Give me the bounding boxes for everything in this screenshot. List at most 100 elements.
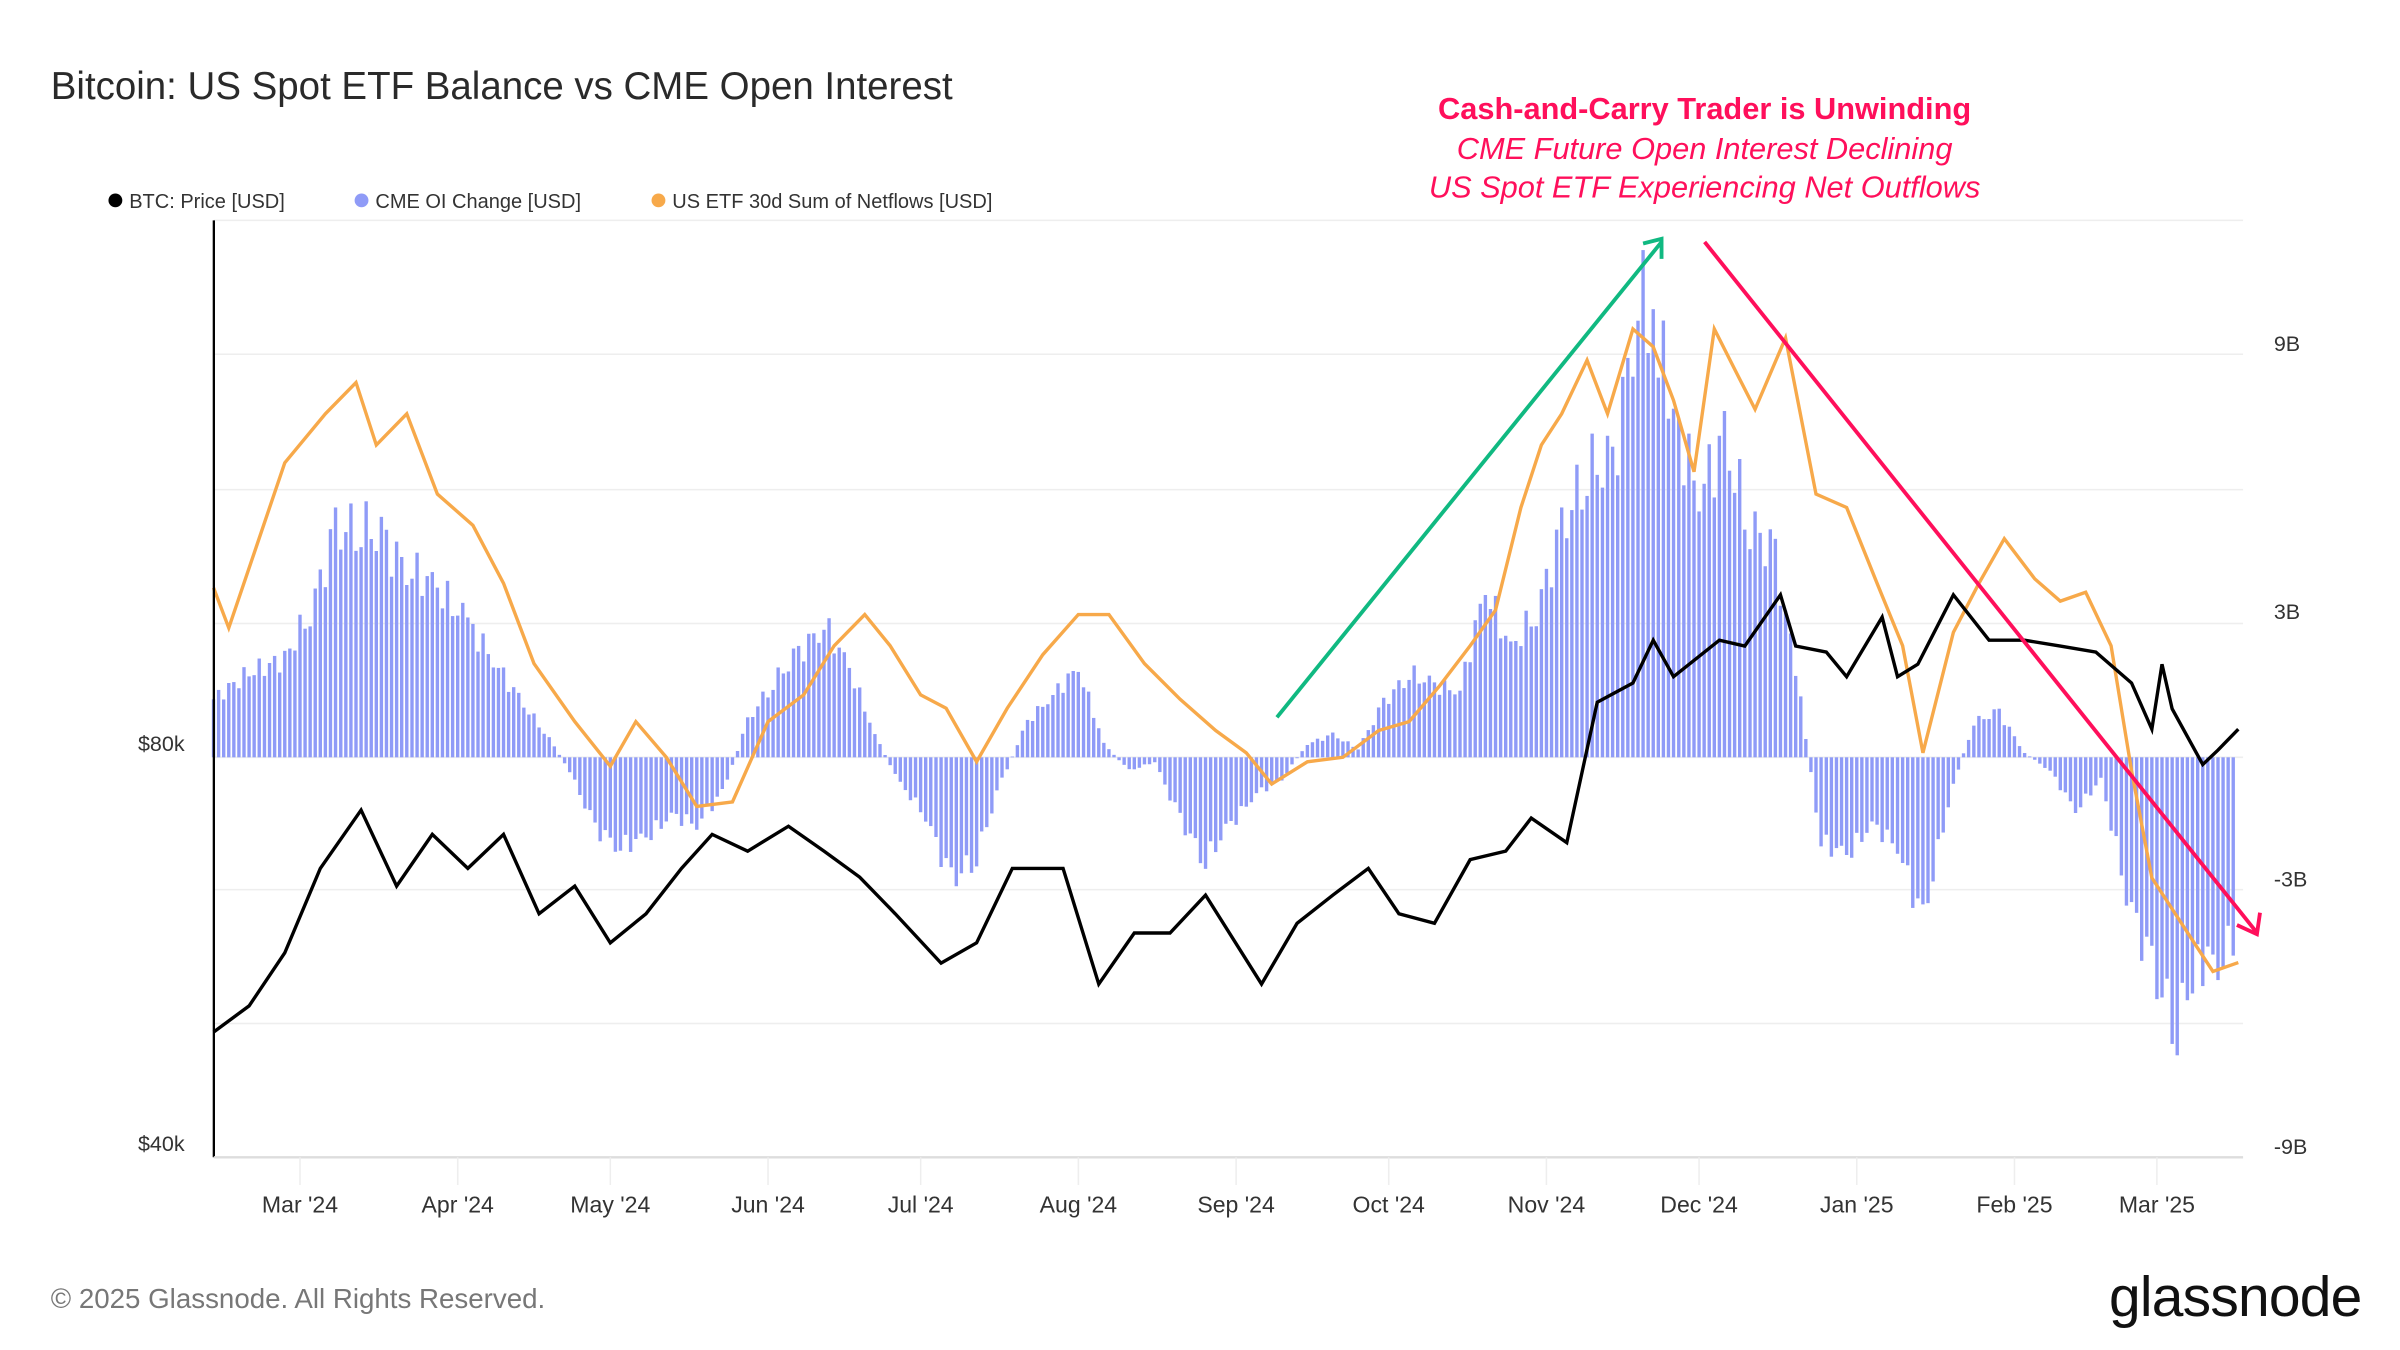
cme-oi-bar [1814, 757, 1818, 813]
cme-oi-bar [1539, 589, 1544, 758]
legend-item-price[interactable]: BTC: Price [USD] [108, 191, 285, 213]
cme-oi-bar [1005, 757, 1009, 770]
cme-oi-bar [1422, 682, 1426, 758]
cme-oi-bar [1870, 757, 1874, 822]
right-tick-label: 9B [2274, 332, 2300, 356]
cme-oi-bar [1666, 418, 1671, 758]
cme-oi-bar [837, 647, 841, 758]
cme-oi-bar [293, 650, 297, 758]
legend-item-etf-netflows[interactable]: US ETF 30d Sum of Netflows [USD] [651, 191, 993, 213]
cme-oi-bar [1086, 691, 1091, 758]
x-tick-label: Jul '24 [888, 1192, 954, 1218]
cme-oi-bar [1249, 757, 1254, 803]
right-tick-label: -9B [2274, 1135, 2307, 1159]
right-tick-label: 3B [2274, 600, 2300, 624]
cme-oi-bar [649, 757, 653, 841]
cme-oi-bar [1707, 444, 1711, 758]
cme-oi-bar [2150, 757, 2154, 946]
cme-oi-bar [842, 652, 847, 758]
cme-oi-bar [511, 687, 516, 758]
cme-oi-bar [1850, 757, 1854, 858]
cme-oi-bar [980, 757, 984, 832]
cme-oi-bar [2033, 757, 2037, 760]
cme-oi-bar [618, 757, 623, 851]
cme-oi-bar [2221, 757, 2225, 969]
cme-oi-bar [1346, 741, 1350, 758]
cme-oi-bar [573, 757, 577, 780]
cme-oi-bar [964, 757, 969, 856]
cme-oi-bar [2068, 757, 2073, 802]
cme-oi-bar [1239, 757, 1243, 807]
cme-oi-bar [695, 757, 699, 830]
cme-oi-bar [1320, 740, 1325, 758]
cme-oi-bar [1977, 715, 1981, 758]
cme-oi-bar [802, 661, 806, 758]
cme-oi-bar [2048, 757, 2052, 771]
cme-oi-bar [1071, 671, 1075, 758]
cme-oi-bar [1153, 757, 1157, 763]
cme-oi-bar [1025, 719, 1030, 758]
cme-oi-bar [1946, 757, 1950, 808]
cme-oi-bar [730, 757, 735, 765]
cme-oi-bar [1809, 757, 1813, 773]
etf-netflows-line [211, 323, 2239, 974]
cme-oi-bar [603, 757, 607, 831]
cme-oi-bar [1936, 757, 1940, 840]
cme-oi-bar [2185, 757, 2190, 1001]
svg-text:CME OI Change [USD]: CME OI Change [USD] [375, 191, 581, 213]
cme-oi-bar [1315, 738, 1320, 758]
cme-oi-bar [985, 757, 989, 828]
cme-oi-bar [318, 569, 322, 758]
cme-oi-bar [2109, 757, 2113, 831]
cme-oi-bar [1468, 662, 1472, 758]
cme-oi-bar [1941, 757, 1945, 833]
cme-oi-bar [1605, 435, 1610, 758]
x-tick-label: Nov '24 [1508, 1192, 1586, 1218]
cme-oi-bar [1224, 757, 1228, 824]
cme-oi-bar [339, 549, 343, 758]
cme-oi-bar [2211, 757, 2215, 955]
cme-oi-bar [1448, 690, 1452, 758]
cme-oi-bar [496, 667, 501, 758]
cme-oi-bar [1046, 704, 1050, 758]
cme-oi-bar [1229, 757, 1233, 822]
cme-oi-bar [929, 757, 933, 827]
cme-oi-bar [720, 757, 724, 789]
cme-oi-bar [954, 757, 958, 887]
cme-oi-bar [2216, 757, 2220, 981]
cme-oi-bar [557, 754, 562, 758]
cme-oi-bar [1636, 320, 1640, 758]
cme-oi-bar [2084, 757, 2088, 794]
cme-oi-bar [1677, 418, 1681, 758]
cme-oi-bar [1275, 757, 1279, 782]
cme-oi-bar [812, 633, 816, 758]
cme-oi-bar [1493, 595, 1498, 758]
cme-oi-bar [1824, 757, 1828, 835]
cme-oi-bar [1570, 510, 1574, 758]
cme-oi-bar [481, 633, 485, 758]
cme-oi-bar [344, 532, 348, 758]
cme-oi-bar [1168, 757, 1172, 801]
cme-oi-bar [237, 688, 241, 758]
legend-item-cme-oi[interactable]: CME OI Change [USD] [354, 191, 581, 213]
cme-oi-bar [1646, 353, 1650, 758]
cme-oi-bar [1300, 751, 1304, 758]
cme-oi-bar [990, 757, 994, 814]
cme-oi-bar [1483, 595, 1488, 758]
cme-oi-bar [1331, 732, 1335, 758]
cme-oi-bar [883, 755, 887, 758]
cme-oi-bar [868, 722, 872, 758]
right-axis: 9B 3B -3B -9B [2274, 332, 2307, 1159]
cme-oi-bar [608, 757, 612, 838]
cme-oi-bar [1763, 566, 1767, 758]
cme-oi-bar [568, 757, 572, 773]
cme-oi-bar [634, 757, 638, 839]
cme-oi-bar [400, 557, 404, 758]
cme-oi-bar [1488, 609, 1493, 758]
cme-oi-bar [1610, 446, 1615, 758]
cme-oi-bar [1030, 721, 1035, 758]
cme-oi-bar [1895, 757, 1900, 854]
cme-oi-bar [995, 757, 999, 791]
cme-oi-bar [1147, 757, 1152, 765]
cme-oi-bar [384, 529, 389, 758]
